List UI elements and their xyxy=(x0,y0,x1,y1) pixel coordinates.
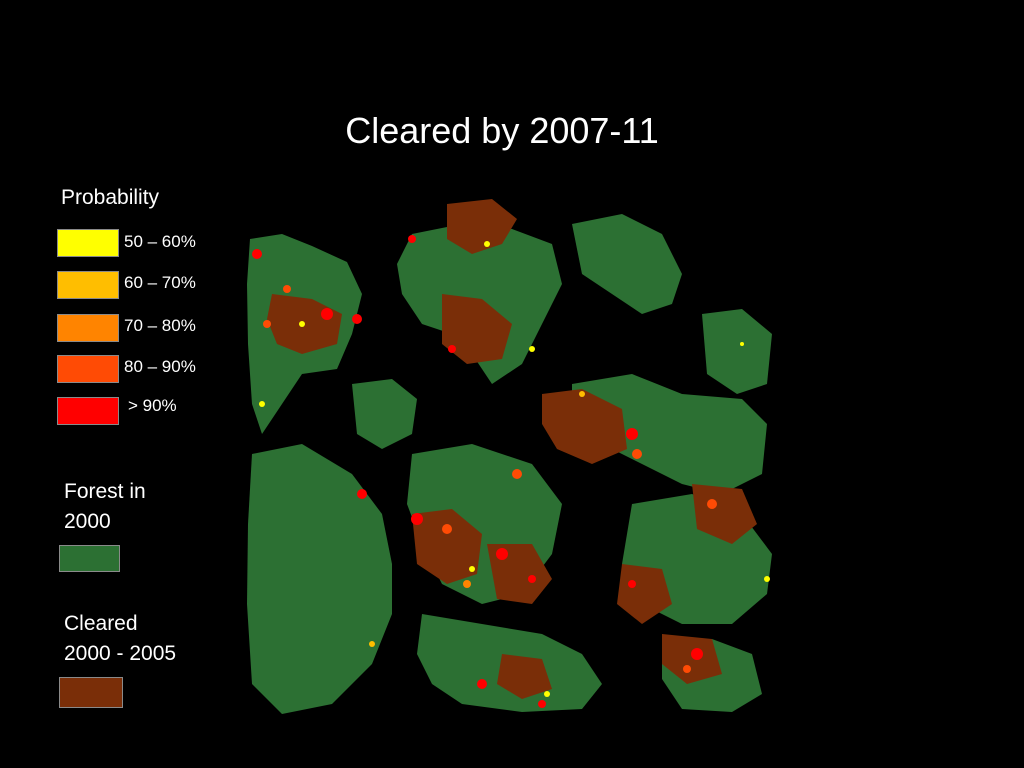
probability-swatch-50-60 xyxy=(57,229,119,257)
hotspot xyxy=(321,308,333,320)
hotspot xyxy=(538,700,546,708)
probability-legend-heading: Probability xyxy=(61,186,160,209)
cleared-patch-east-center xyxy=(542,389,627,464)
cleared-patch-east-right xyxy=(692,484,757,544)
hotspot xyxy=(252,249,262,259)
cleared-legend-line1: Cleared xyxy=(64,612,138,635)
forest-patch-southwest-large xyxy=(247,444,392,714)
forest-swatch xyxy=(59,545,120,572)
probability-label-50-60: 50 – 60% xyxy=(124,232,196,251)
cleared-legend-label: Cleared 2000 - 2005 xyxy=(64,609,176,669)
probability-swatch-over-90 xyxy=(57,397,119,425)
hotspot xyxy=(463,580,471,588)
hotspot xyxy=(442,524,452,534)
probability-swatch-80-90 xyxy=(57,355,119,383)
hotspot xyxy=(408,235,416,243)
cleared-patch-mid xyxy=(412,509,482,584)
hotspot xyxy=(764,576,770,582)
probability-label-80-90: 80 – 90% xyxy=(124,357,196,376)
hotspot xyxy=(469,566,475,572)
hotspot xyxy=(579,391,585,397)
slide-title: Cleared by 2007-11 xyxy=(345,110,659,151)
hotspot xyxy=(448,345,456,353)
hotspot xyxy=(496,548,508,560)
hotspot xyxy=(691,648,703,660)
probability-label-70-80: 70 – 80% xyxy=(124,316,196,335)
hotspot xyxy=(628,580,636,588)
deforestation-map xyxy=(242,184,783,717)
hotspot xyxy=(263,320,271,328)
hotspot xyxy=(259,401,265,407)
probability-label-over-90: > 90% xyxy=(128,396,177,415)
hotspot xyxy=(411,513,423,525)
hotspot xyxy=(707,499,717,509)
probability-label-60-70: 60 – 70% xyxy=(124,273,196,292)
hotspot xyxy=(683,665,691,673)
hotspot xyxy=(352,314,362,324)
hotspot xyxy=(528,575,536,583)
cleared-patch-south-small xyxy=(497,654,552,699)
hotspot xyxy=(512,469,522,479)
forest-patch-far-east xyxy=(702,309,772,394)
cleared-patch-center xyxy=(442,294,512,364)
cleared-swatch xyxy=(59,677,123,708)
forest-patch-north-east xyxy=(572,214,682,314)
cleared-layer xyxy=(267,199,757,699)
hotspot xyxy=(369,641,375,647)
hotspot xyxy=(477,679,487,689)
forest-legend-line1: Forest in xyxy=(64,480,146,503)
hotspot xyxy=(632,449,642,459)
hotspot xyxy=(357,489,367,499)
hotspot xyxy=(484,241,490,247)
probability-swatch-60-70 xyxy=(57,271,119,299)
cleared-legend-line2: 2000 - 2005 xyxy=(64,642,177,665)
hotspot xyxy=(529,346,535,352)
forest-legend-label: Forest in 2000 xyxy=(64,477,146,537)
cleared-patch-south-east xyxy=(617,564,672,624)
forest-patch-mid-west xyxy=(352,379,417,449)
probability-hotspots-layer xyxy=(252,235,770,708)
hotspot xyxy=(299,321,305,327)
hotspot xyxy=(544,691,550,697)
cleared-patch-north xyxy=(447,199,517,254)
forest-patch-east xyxy=(572,374,767,494)
hotspot xyxy=(283,285,291,293)
hotspot xyxy=(740,342,744,346)
forest-legend-line2: 2000 xyxy=(64,510,111,533)
cleared-patch-southeast-small xyxy=(662,634,722,684)
probability-swatch-70-80 xyxy=(57,314,119,342)
hotspot xyxy=(626,428,638,440)
